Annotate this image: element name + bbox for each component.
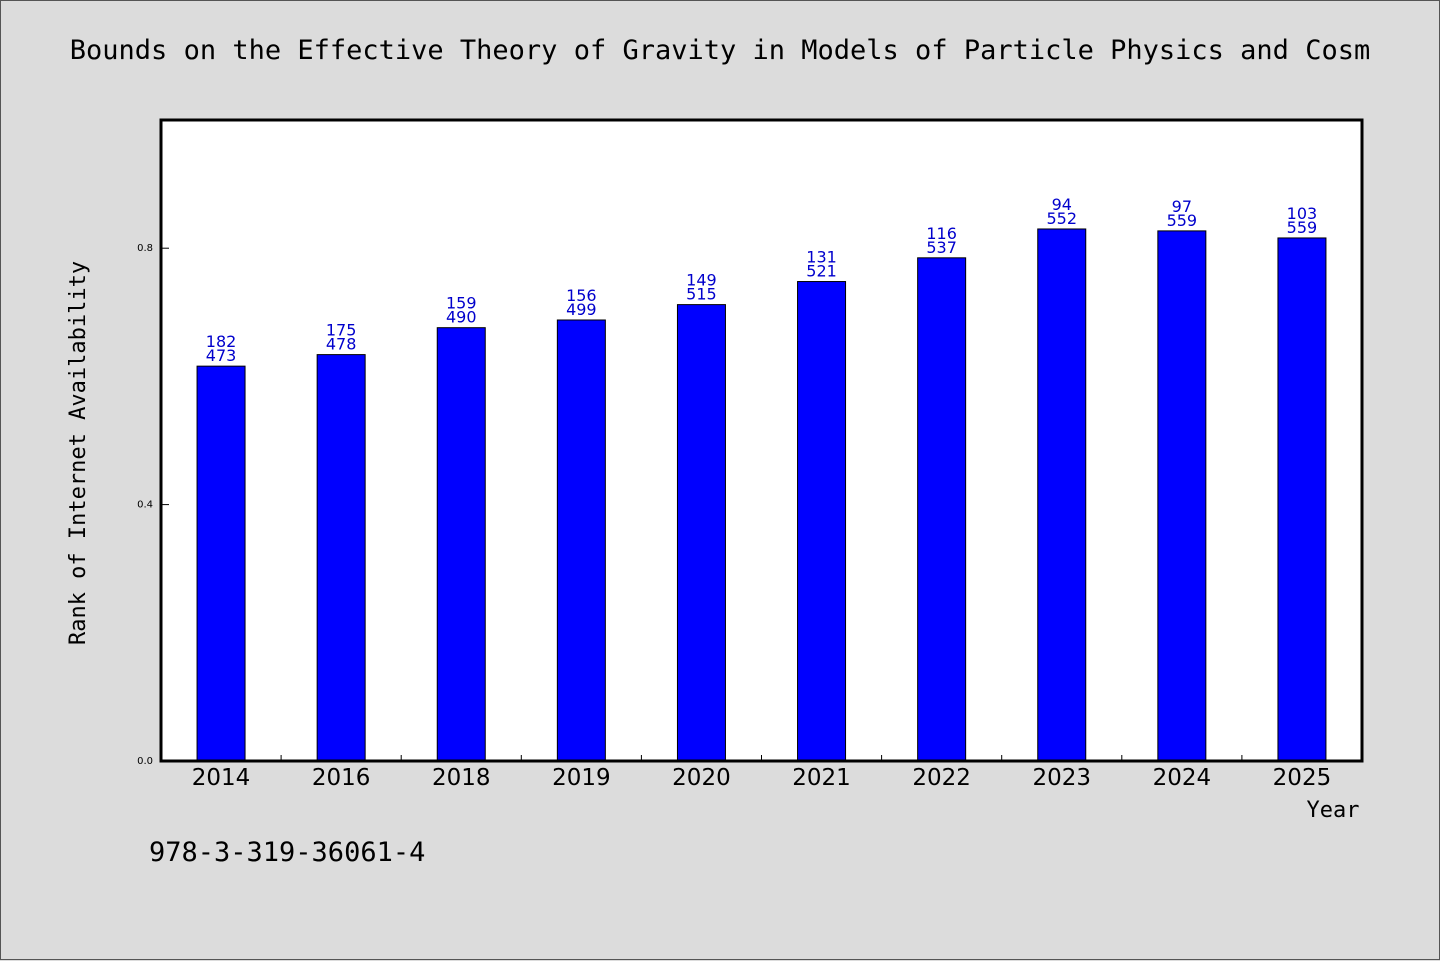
data-label-bottom-2021: 521 (806, 262, 837, 281)
data-label-top-2025: 103 (1287, 204, 1318, 223)
data-label-top-2018: 159 (446, 294, 477, 313)
x-tick-label-2025: 2025 (1273, 765, 1332, 791)
data-label-top-2014: 182 (206, 332, 237, 351)
bar-2022 (917, 257, 967, 762)
x-tick-label-2023: 2023 (1032, 765, 1091, 791)
data-label-top-2024: 97 (1172, 197, 1192, 216)
x-tick-label-2024: 2024 (1153, 765, 1212, 791)
data-label-top-2021: 131 (806, 248, 837, 267)
bar-2014 (196, 365, 246, 762)
bar-2025 (1277, 237, 1327, 762)
data-label-top-2019: 156 (566, 286, 597, 305)
data-label-top-2020: 149 (686, 271, 717, 290)
data-label-bottom-2020: 515 (686, 285, 717, 304)
data-label-top-2023: 94 (1052, 195, 1072, 214)
data-label-bottom-2022: 537 (926, 238, 957, 257)
data-label-bottom-2018: 490 (446, 308, 477, 327)
x-tick-label-2016: 2016 (312, 765, 371, 791)
x-tick-label-2018: 2018 (432, 765, 491, 791)
data-label-bottom-2014: 473 (206, 346, 237, 365)
bar-2021 (797, 281, 847, 762)
chart-title: Bounds on the Effective Theory of Gravit… (69, 35, 1371, 66)
data-label-bottom-2016: 478 (326, 335, 357, 354)
data-label-bottom-2025: 559 (1287, 218, 1318, 237)
y-tick-label-0.0: 0.0 (137, 756, 153, 767)
data-label-bottom-2019: 499 (566, 300, 597, 319)
data-label-bottom-2023: 552 (1046, 209, 1077, 228)
y-tick-label-0.8: 0.8 (137, 243, 153, 254)
x-tick-label-2020: 2020 (672, 765, 731, 791)
bar-2024 (1157, 230, 1207, 762)
x-tick-label-2019: 2019 (552, 765, 611, 791)
bar-2019 (556, 319, 606, 762)
x-tick-label-2014: 2014 (192, 765, 251, 791)
bar-2018 (436, 327, 486, 762)
plot-frame (159, 118, 1364, 763)
x-tick-label-2022: 2022 (912, 765, 971, 791)
x-axis-title: Year (1307, 798, 1360, 823)
axes-group: 2014 2016 2018 2019 2020 2021 2022 2023 2024 2025… (137, 243, 1331, 791)
bar-2023 (1037, 228, 1087, 762)
isbn-text: 978-3-319-36061-4 (149, 837, 426, 868)
y-tick-label-0.4: 0.4 (137, 500, 153, 511)
bar-2020 (676, 304, 726, 762)
data-label-top-2016: 175 (326, 321, 357, 340)
data-label-top-2022: 116 (926, 224, 957, 243)
bars-group (196, 228, 1327, 762)
x-tick-label-2021: 2021 (792, 765, 851, 791)
bar-2016 (316, 354, 366, 762)
y-axis-title: Rank of Internet Availability (66, 261, 91, 645)
data-label-bottom-2024: 559 (1167, 211, 1198, 230)
